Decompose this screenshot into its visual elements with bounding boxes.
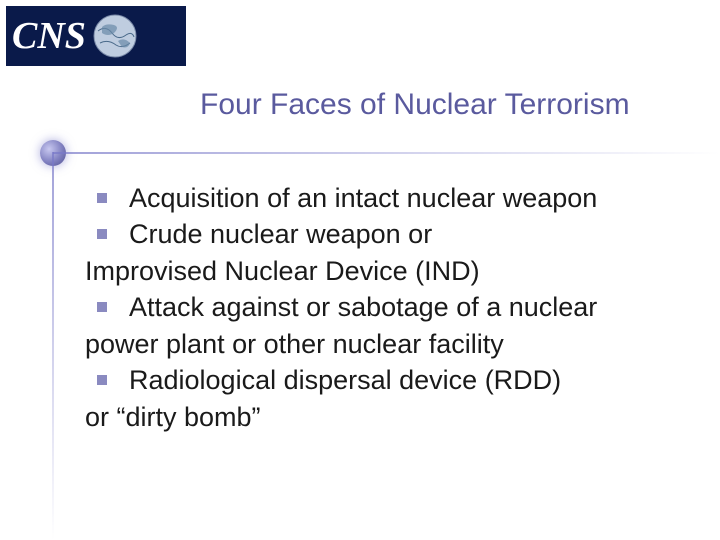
globe-icon	[92, 13, 138, 59]
square-bullet-icon	[97, 375, 107, 385]
square-bullet-icon	[97, 302, 107, 312]
logo-box: CNS	[6, 6, 186, 66]
bullet-text: Acquisition of an intact nuclear weapon	[129, 183, 597, 213]
bullet-row: Crude nuclear weapon or	[85, 216, 690, 252]
bullet-text: Radiological dispersal device (RDD)	[129, 365, 561, 395]
logo-text: CNS	[12, 14, 86, 58]
bullet-text: Attack against or sabotage of a nuclear	[129, 292, 597, 322]
bullet-continuation: Improvised Nuclear Device (IND)	[85, 253, 690, 289]
bullet-continuation: power plant or other nuclear facility	[85, 326, 690, 362]
slide-content: Acquisition of an intact nuclear weapon …	[85, 180, 690, 435]
slide-title: Four Faces of Nuclear Terrorism	[200, 88, 630, 122]
bullet-row: Acquisition of an intact nuclear weapon	[85, 180, 690, 216]
accent-horizontal-line	[53, 152, 720, 154]
bullet-row: Radiological dispersal device (RDD)	[85, 362, 690, 398]
square-bullet-icon	[97, 193, 107, 203]
bullet-text: Crude nuclear weapon or	[129, 219, 432, 249]
square-bullet-icon	[97, 229, 107, 239]
accent-vertical-line	[52, 152, 54, 540]
bullet-row: Attack against or sabotage of a nuclear	[85, 289, 690, 325]
bullet-continuation: or “dirty bomb”	[85, 399, 690, 435]
